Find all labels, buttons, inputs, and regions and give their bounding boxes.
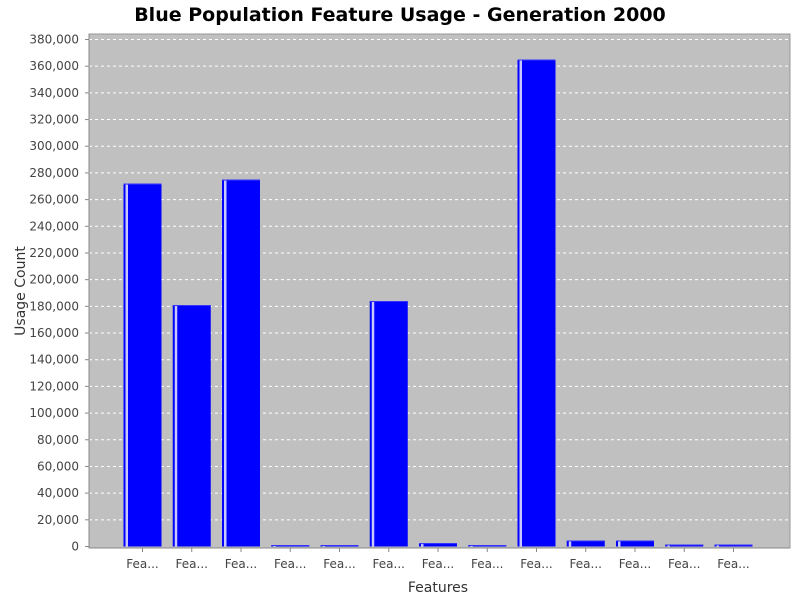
y-tick-label: 360,000 [29, 59, 79, 73]
x-tick-label: Fea... [176, 557, 208, 571]
y-tick-label: 280,000 [29, 166, 79, 180]
bar [369, 301, 408, 547]
y-tick-label: 80,000 [37, 433, 79, 447]
bar-highlight [618, 540, 621, 547]
bar-highlight [716, 544, 719, 547]
bar [616, 540, 654, 547]
bar-body [123, 183, 162, 547]
bar [517, 59, 556, 547]
bar-body [665, 544, 704, 547]
x-tick-label: Fea... [520, 557, 552, 571]
bar-highlight [667, 544, 670, 547]
bar-highlight [568, 540, 572, 547]
bar-body [222, 179, 260, 547]
x-axis: Fea... Fea... Fea... Fea... Fea... Fea... Fea.… [89, 547, 790, 571]
bar [123, 183, 162, 547]
bar-highlight [224, 179, 227, 547]
bar-body [616, 540, 654, 547]
bar [222, 179, 260, 547]
y-tick-label: 320,000 [29, 113, 79, 127]
y-tick-label: 260,000 [29, 193, 79, 207]
x-tick-label: Fea... [717, 557, 749, 571]
x-tick-label: Fea... [668, 557, 700, 571]
x-tick-label: Fea... [126, 557, 158, 571]
x-tick-label: Fea... [225, 557, 257, 571]
y-tick-label: 120,000 [29, 379, 79, 393]
bar [320, 545, 359, 547]
x-axis-title: Features [408, 580, 468, 596]
x-tick-label: Fea... [323, 557, 355, 571]
y-axis: 0 20,000 40,000 60,000 80,000 100,000 120,000 1… [29, 33, 90, 554]
x-tick-label: Fea... [570, 557, 602, 571]
y-axis-title: Usage Count [13, 246, 29, 336]
y-tick-label: 100,000 [29, 406, 79, 420]
x-tick-label: Fea... [619, 557, 651, 571]
y-tick-label: 340,000 [29, 86, 79, 100]
y-tick-label: 220,000 [29, 246, 79, 260]
y-tick-label: 20,000 [37, 513, 79, 527]
bar-body [419, 543, 457, 547]
bar-body [172, 305, 211, 547]
x-tick-label: Fea... [471, 557, 503, 571]
bar [271, 545, 310, 547]
bars [123, 59, 753, 547]
y-tick-label: 60,000 [37, 459, 79, 473]
bar-highlight [519, 59, 522, 547]
bar-body [714, 544, 753, 547]
x-tick-label: Fea... [422, 557, 454, 571]
x-tick-label: Fea... [373, 557, 405, 571]
bar-highlight [371, 301, 375, 547]
bar [714, 544, 753, 547]
y-tick-label: 300,000 [29, 139, 79, 153]
bar-highlight [125, 183, 128, 547]
bar-body [369, 301, 408, 547]
bar [566, 540, 605, 547]
y-tick-label: 160,000 [29, 326, 79, 340]
bar [419, 543, 457, 547]
bar [468, 545, 507, 547]
bar [172, 305, 211, 547]
y-tick-label: 0 [71, 540, 79, 554]
bar [665, 544, 704, 547]
bar-body [566, 540, 605, 547]
chart-title: Blue Population Feature Usage - Generati… [134, 4, 666, 26]
y-tick-label: 380,000 [29, 33, 79, 47]
y-tick-label: 240,000 [29, 219, 79, 233]
y-tick-label: 40,000 [37, 486, 79, 500]
y-tick-label: 180,000 [29, 299, 79, 313]
y-tick-label: 200,000 [29, 273, 79, 287]
bar-highlight [174, 305, 178, 547]
bar-body [517, 59, 556, 547]
y-tick-label: 140,000 [29, 353, 79, 367]
x-tick-label: Fea... [274, 557, 306, 571]
bar-highlight [421, 543, 424, 547]
